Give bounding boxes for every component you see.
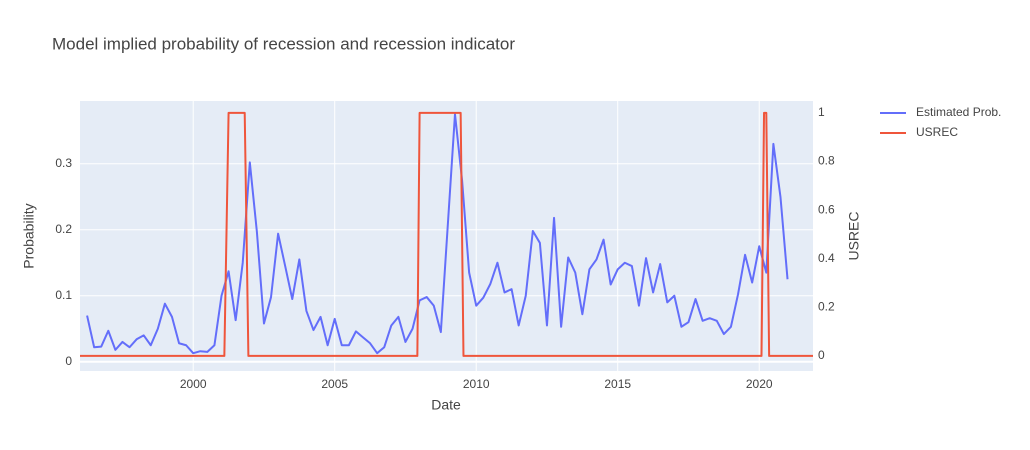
y2-tick-label: 0.4 — [818, 251, 835, 265]
y2-tick-label: 1 — [818, 105, 825, 119]
x-tick-label: 2020 — [746, 377, 773, 391]
line-series — [86, 113, 789, 355]
grid — [80, 101, 813, 371]
legend-label: USREC — [916, 125, 958, 139]
y2-tick-label: 0 — [818, 348, 825, 362]
y2-tick-label: 0.2 — [818, 299, 835, 313]
y-tick-label: 0.1 — [55, 288, 72, 302]
chart-title: Model implied probability of recession a… — [52, 34, 515, 53]
x-tick-label: 2010 — [463, 377, 490, 391]
y2-axis-title: USREC — [846, 211, 862, 260]
line-series — [80, 111, 813, 357]
legend-label: Estimated Prob. — [916, 105, 1001, 119]
x-axis-title: Date — [431, 397, 461, 413]
y-axis-title: Probability — [21, 203, 37, 268]
y-tick-label: 0.2 — [55, 222, 72, 236]
y-tick-label: 0.3 — [55, 156, 72, 170]
x-tick-label: 2000 — [180, 377, 207, 391]
y-tick-label: 0 — [65, 354, 72, 368]
x-tick-label: 2015 — [604, 377, 631, 391]
y2-tick-label: 0.6 — [818, 202, 835, 216]
x-tick-label: 2005 — [321, 377, 348, 391]
y2-tick-label: 0.8 — [818, 154, 835, 168]
